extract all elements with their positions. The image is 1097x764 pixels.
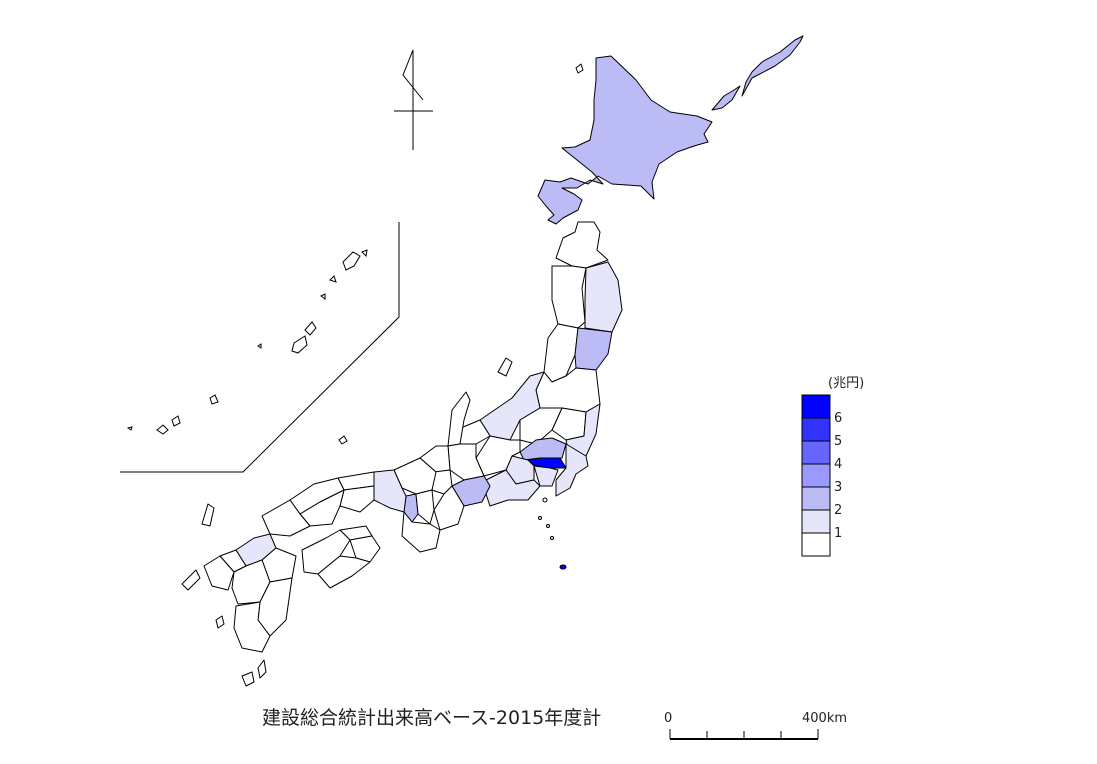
pref-koshiki — [215, 615, 225, 629]
pref-yakushima — [241, 671, 255, 687]
legend-swatch-label: 6 — [834, 411, 842, 426]
region-kanto-chubu — [419, 357, 601, 507]
pref-tanegashima — [257, 659, 267, 679]
scale-bar-ticks — [669, 729, 819, 739]
pref-goto — [181, 569, 201, 591]
legend-swatch — [801, 463, 831, 488]
pref-kagoshima — [233, 601, 271, 653]
scale-bar: 0 400km — [664, 711, 847, 740]
pref-iwate — [584, 261, 623, 333]
pref-nagasaki — [203, 555, 235, 591]
pref-miyagi — [574, 327, 613, 371]
region-kansai — [373, 457, 465, 553]
legend-swatch — [801, 394, 831, 419]
pref-kochi — [317, 555, 371, 589]
pref-nara — [415, 489, 435, 525]
pref-kanagawa — [533, 465, 559, 487]
map-title: 建設総合統計出来高ベース-2015年度計 — [262, 707, 601, 729]
scale-bar-end-label: 400km — [802, 711, 847, 726]
inset-frame — [120, 222, 400, 473]
legend-unit-label: (兆円) — [828, 376, 864, 391]
legend: (兆円) 6 5 4 3 2 1 — [801, 376, 864, 557]
north-arrow-icon — [394, 49, 433, 150]
region-shikoku — [301, 525, 381, 589]
pref-okayama — [339, 485, 375, 513]
legend-swatch — [801, 486, 831, 511]
legend-swatch — [801, 532, 831, 557]
pref-gifu — [447, 443, 485, 481]
pref-ehime — [301, 529, 351, 575]
scale-bar-start-label: 0 — [664, 711, 672, 726]
legend-swatches: 6 5 4 3 2 1 — [801, 394, 842, 557]
pref-shizuoka — [481, 469, 541, 507]
legend-swatch-label: 1 — [834, 526, 842, 541]
pref-akita — [551, 265, 587, 329]
pref-sado — [497, 357, 513, 377]
region-izu-islands — [538, 497, 567, 570]
legend-swatch — [801, 440, 831, 465]
region-chugoku — [261, 471, 375, 537]
legend-swatch — [801, 417, 831, 442]
region-tohoku — [535, 221, 623, 413]
legend-swatch-label: 5 — [834, 434, 842, 449]
pref-hyogo — [373, 469, 407, 513]
region-kuril-small — [711, 85, 741, 111]
pref-fukushima — [535, 367, 601, 413]
legend-swatch-label: 3 — [834, 480, 842, 495]
pref-aomori — [555, 221, 609, 269]
region-rishiri — [575, 63, 584, 74]
region-hokkaido — [537, 55, 713, 225]
pref-chiba — [555, 443, 589, 497]
region-kuril — [741, 35, 804, 97]
legend-swatch-label: 2 — [834, 503, 842, 518]
pref-tsushima — [201, 503, 215, 527]
legend-swatch-label: 4 — [834, 457, 842, 472]
pref-wakayama — [401, 511, 441, 553]
region-kyushu — [181, 503, 297, 687]
okinawa-islands — [126, 249, 368, 445]
legend-swatch — [801, 509, 831, 534]
pref-tokushima — [349, 535, 381, 563]
